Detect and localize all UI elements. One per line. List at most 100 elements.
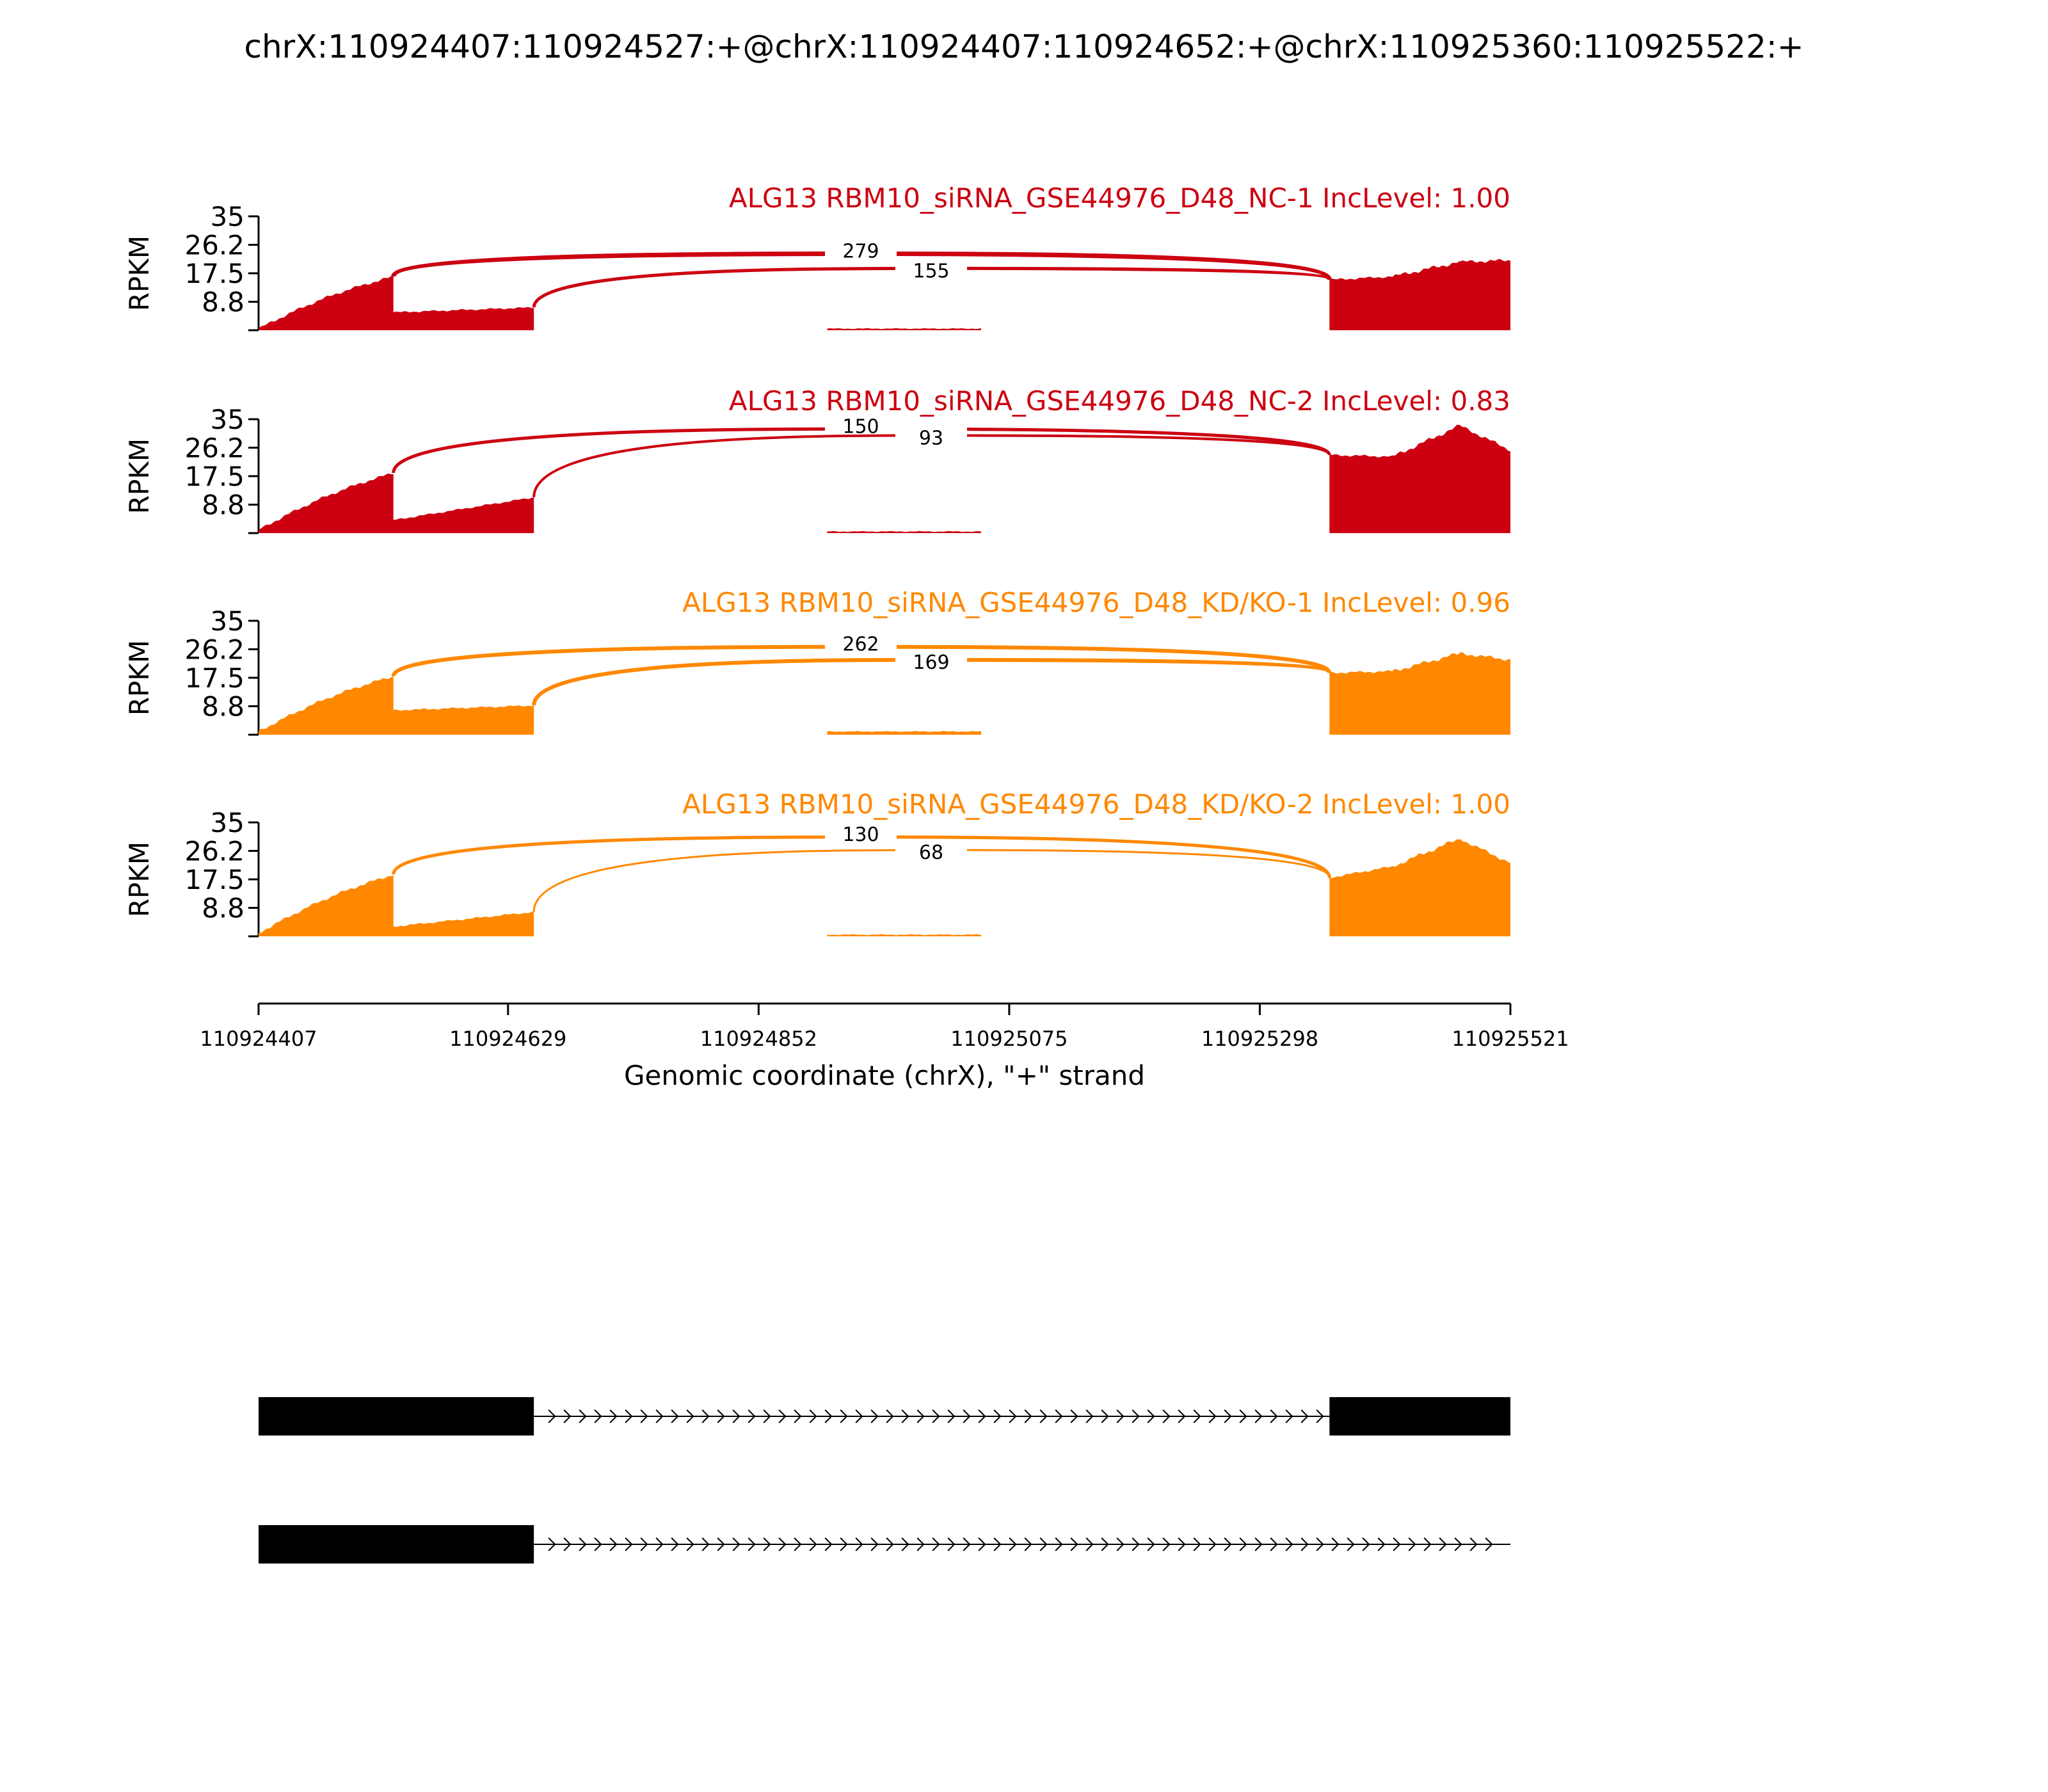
strand-arrow	[717, 1537, 725, 1551]
strand-arrow	[932, 1537, 940, 1551]
strand-arrow	[1055, 1409, 1063, 1423]
strand-arrow	[1347, 1537, 1355, 1551]
coverage-panel-3: 8.817.526.235 RPKM 262 169 ALG13 RBM10_siRNA…	[124, 587, 1510, 736]
strand-arrow	[886, 1409, 894, 1423]
strand-arrow	[870, 1409, 879, 1423]
strand-arrow	[763, 1409, 771, 1423]
y-tick-label: 35	[211, 404, 244, 435]
strand-arrow	[1239, 1409, 1247, 1423]
strand-arrow	[993, 1537, 1002, 1551]
strand-arrow	[1009, 1409, 1017, 1423]
strand-arrow	[1208, 1409, 1217, 1423]
y-tick-label: 35	[211, 201, 244, 232]
strand-arrow	[1362, 1537, 1370, 1551]
x-tick-label: 110924852	[700, 1027, 817, 1051]
y-tick-label: 26.2	[184, 836, 244, 867]
strand-arrow	[1439, 1537, 1447, 1551]
strand-arrow	[978, 1409, 986, 1423]
panel-label: ALG13 RBM10_siRNA_GSE44976_D48_KD/KO-2 I…	[682, 788, 1510, 820]
strand-arrow	[840, 1409, 848, 1423]
strand-arrow	[794, 1537, 802, 1551]
strand-arrow	[1116, 1537, 1124, 1551]
junction-count-label: 93	[919, 427, 943, 449]
strand-arrow	[671, 1537, 679, 1551]
strand-arrow	[609, 1409, 618, 1423]
y-tick-label: 17.5	[184, 461, 244, 492]
strand-arrow	[1101, 1409, 1109, 1423]
strand-arrow	[579, 1537, 587, 1551]
x-axis: 110924407 110924629 110924852 110925075 1109…	[200, 1002, 1569, 1051]
y-tick-label: 26.2	[184, 634, 244, 666]
strand-arrow	[1270, 1537, 1278, 1551]
strand-arrow	[901, 1409, 909, 1423]
strand-arrow	[640, 1409, 648, 1423]
junction-count-label: 68	[919, 842, 943, 864]
strand-arrow	[625, 1409, 633, 1423]
strand-arrow	[1178, 1537, 1186, 1551]
strand-arrow	[701, 1409, 710, 1423]
y-tick-label: 26.2	[184, 230, 244, 261]
strand-arrow	[963, 1409, 971, 1423]
strand-arrow	[932, 1409, 940, 1423]
exon-block	[1329, 1397, 1510, 1436]
strand-arrow	[1331, 1537, 1340, 1551]
strand-arrow	[1224, 1537, 1232, 1551]
junction-count-box	[895, 259, 967, 285]
coverage-area	[259, 259, 1510, 330]
strand-arrow	[1147, 1537, 1155, 1551]
panel-label: ALG13 RBM10_siRNA_GSE44976_D48_NC-1 IncL…	[729, 182, 1510, 214]
strand-arrow	[1254, 1409, 1263, 1423]
transcript-1	[259, 1397, 1510, 1436]
strand-arrow	[1116, 1409, 1124, 1423]
strand-arrow	[655, 1537, 664, 1551]
junction-count-box	[825, 632, 897, 659]
x-axis-label: Genomic coordinate (chrX), "+" strand	[624, 1060, 1145, 1091]
strand-arrow	[732, 1537, 740, 1551]
junction-count-box	[895, 651, 967, 677]
coverage-panel-1: 8.817.526.235 RPKM 279 155 ALG13 RBM10_siRNA…	[124, 182, 1510, 332]
strand-arrow	[778, 1409, 787, 1423]
strand-arrow	[1101, 1537, 1109, 1551]
strand-arrow	[963, 1537, 971, 1551]
strand-arrow	[686, 1537, 694, 1551]
strand-arrow	[778, 1537, 787, 1551]
junction-count-box	[895, 426, 967, 452]
strand-arrow	[886, 1537, 894, 1551]
strand-arrow	[671, 1409, 679, 1423]
strand-arrow	[1193, 1409, 1201, 1423]
transcript-2	[259, 1525, 1510, 1564]
strand-arrow	[1178, 1409, 1186, 1423]
panel-label: ALG13 RBM10_siRNA_GSE44976_D48_KD/KO-1 I…	[682, 587, 1510, 618]
strand-arrow	[1039, 1537, 1048, 1551]
strand-arrow	[701, 1537, 710, 1551]
strand-arrow	[1270, 1409, 1278, 1423]
strand-arrow	[1162, 1409, 1171, 1423]
y-tick-label: 17.5	[184, 864, 244, 895]
chart-title: chrX:110924407:110924527:+@chrX:11092440…	[244, 28, 1804, 65]
strand-arrow	[563, 1409, 572, 1423]
coverage-area	[259, 652, 1510, 735]
strand-arrow	[1039, 1409, 1048, 1423]
junction-count-box	[825, 239, 897, 266]
y-tick-label: 8.8	[202, 490, 244, 521]
strand-arrow	[794, 1409, 802, 1423]
strand-arrow	[579, 1409, 587, 1423]
strand-arrow	[1147, 1409, 1155, 1423]
strand-arrow	[1469, 1537, 1478, 1551]
strand-arrow	[1393, 1537, 1401, 1551]
strand-arrow	[609, 1537, 618, 1551]
strand-arrow	[763, 1537, 771, 1551]
strand-arrow	[1254, 1537, 1263, 1551]
strand-arrow	[1300, 1537, 1309, 1551]
strand-arrow	[901, 1537, 909, 1551]
strand-arrow	[1285, 1409, 1293, 1423]
exon-block	[259, 1397, 534, 1436]
x-tick-label: 110924629	[449, 1027, 566, 1051]
strand-arrow	[1485, 1537, 1493, 1551]
strand-arrow	[748, 1409, 756, 1423]
x-tick-label: 110924407	[200, 1027, 317, 1051]
strand-arrow	[1193, 1537, 1201, 1551]
strand-arrow	[1316, 1537, 1324, 1551]
